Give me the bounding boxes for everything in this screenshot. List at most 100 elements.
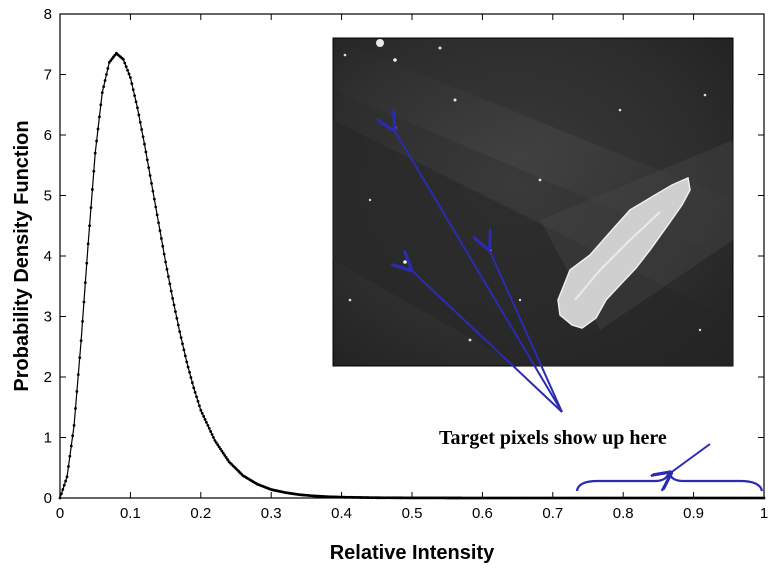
pdf-point [151, 189, 155, 193]
x-tick-label: 0.3 [261, 505, 282, 522]
pdf-point [178, 330, 182, 334]
pdf-point [90, 188, 94, 191]
pdf-point [68, 454, 72, 458]
pdf-point [762, 496, 766, 500]
pdf-point [95, 139, 99, 143]
y-axis-ticks: 0 1 2 3 4 5 6 7 8 [44, 6, 764, 507]
target-range-bracket [575, 471, 764, 492]
y-tick-label: 7 [44, 67, 52, 84]
pdf-point [145, 158, 149, 162]
pdf-point [136, 106, 139, 110]
pdf-point [79, 339, 83, 343]
pdf-point [161, 244, 165, 248]
pdf-point [212, 436, 215, 439]
annotation-arrow-1 [393, 128, 563, 413]
pdf-point [61, 488, 65, 491]
pdf-point [197, 404, 201, 408]
pdf-point [130, 82, 134, 85]
pdf-point [196, 399, 200, 403]
pdf-point [226, 458, 229, 461]
annotation-arrow-bracket [669, 443, 711, 474]
y-tick-label: 1 [44, 430, 52, 447]
pdf-point [127, 72, 131, 76]
pdf-point [186, 365, 190, 369]
pdf-point [157, 221, 160, 225]
pdf-point [78, 356, 82, 360]
annotation-arrow-3 [488, 247, 563, 413]
pdf-point [131, 88, 135, 92]
pdf-point [138, 120, 142, 124]
pdf-point [152, 197, 156, 201]
pdf-point [172, 303, 176, 307]
pdf-point [75, 390, 79, 393]
y-tick-label: 0 [44, 490, 52, 507]
x-tick-label: 0.5 [402, 505, 423, 522]
pdf-point [140, 128, 144, 131]
pdf-point [179, 336, 183, 340]
pdf-point [220, 449, 224, 453]
pdf-point [76, 373, 80, 376]
pdf-point [88, 224, 91, 228]
pdf-point [99, 103, 103, 107]
pdf-point [195, 395, 198, 399]
pdf-point [216, 443, 220, 447]
pdf-point [147, 166, 151, 170]
pdf-point [165, 267, 169, 271]
pdf-point [202, 414, 206, 418]
pdf-point [69, 444, 73, 448]
y-tick-label: 5 [44, 188, 52, 205]
pdf-point [205, 420, 208, 424]
pdf-point [60, 492, 63, 496]
pdf-point [224, 456, 228, 459]
pdf-point [168, 282, 172, 286]
pdf-point [121, 57, 125, 61]
x-tick-label: 0.4 [331, 505, 352, 522]
y-tick-label: 2 [44, 369, 52, 386]
pdf-point [85, 261, 89, 265]
pdf-point [100, 91, 104, 95]
pdf-point [193, 390, 197, 394]
pdf-point [206, 424, 210, 427]
pdf-point [71, 434, 75, 438]
pdf-point [169, 289, 173, 293]
annotation-label: Target pixels show up here [439, 427, 667, 449]
pdf-point [83, 281, 87, 285]
pdf-point [64, 479, 68, 483]
y-tick-label: 4 [44, 248, 52, 265]
pdf-point [72, 424, 76, 427]
pdf-point [82, 300, 86, 304]
pdf-point [217, 445, 221, 449]
pdf-point [124, 65, 128, 69]
x-axis-title: Relative Intensity [330, 542, 495, 564]
pdf-point [58, 496, 62, 500]
pdf-point [183, 354, 187, 358]
pdf-point [210, 433, 214, 436]
pdf-point [74, 407, 77, 410]
y-axis-title: Probability Density Function [11, 120, 33, 391]
pdf-point [92, 169, 96, 173]
pdf-point [189, 376, 193, 379]
y-tick-label: 3 [44, 309, 52, 326]
pdf-point [223, 453, 227, 457]
pdf-point [207, 427, 211, 430]
pdf-point [167, 275, 170, 278]
pdf-point [200, 411, 204, 415]
pdf-point [143, 142, 146, 146]
pdf-point [105, 73, 108, 76]
pdf-point [174, 310, 177, 314]
pdf-point [171, 296, 175, 300]
pdf-point [221, 451, 225, 455]
pdf-point [67, 465, 70, 468]
pdf-point [98, 115, 101, 119]
pdf-point [188, 370, 191, 374]
x-tick-label: 0.9 [683, 505, 704, 522]
pdf-point [96, 127, 100, 131]
pdf-point [86, 242, 90, 246]
pdf-point [144, 150, 148, 154]
annotation-arrows [393, 128, 711, 474]
pdf-point [150, 182, 153, 185]
pdf-point [103, 79, 107, 82]
pdf-point [126, 68, 129, 72]
pdf-point [185, 360, 189, 364]
